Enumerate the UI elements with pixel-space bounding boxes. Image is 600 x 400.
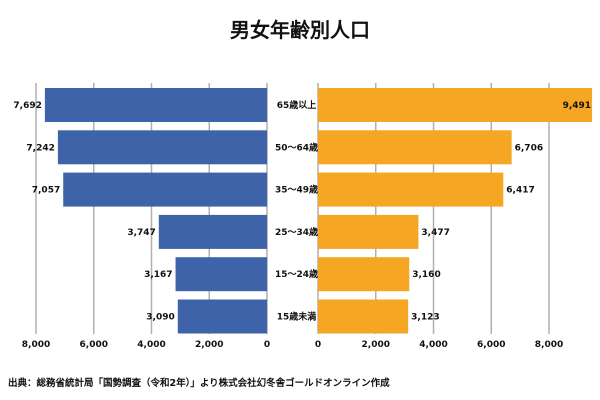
category-label: 50〜64歳 [275,141,318,153]
left-bar [177,299,267,334]
left-data-label: 3,747 [127,228,155,238]
right-data-label: 6,417 [506,186,534,196]
left-tick-label: 4,000 [137,340,165,350]
gridlines [35,83,550,334]
right-tick-label: 0 [315,340,321,350]
left-bar [63,172,267,207]
right-bar [318,172,504,207]
chart-title: 男女年齢別人口 [230,18,370,42]
source-note: 出典：総務省統計局「国勢調査（令和2年）」より株式会社幻冬舎ゴールドオンライン作… [8,377,390,389]
right-data-label: 6,706 [515,143,543,153]
right-bar [318,130,512,165]
right-data-label: 3,160 [412,270,440,280]
category-label: 15歳未満 [277,311,317,323]
left-bar [158,214,267,249]
right-bar [318,214,419,249]
left-tick-label: 2,000 [195,340,223,350]
left-data-label: 7,692 [13,101,41,111]
left-bar [175,257,267,292]
left-tick-label: 6,000 [80,340,108,350]
left-tick-label: 0 [264,340,270,350]
left-tick-label: 8,000 [22,340,50,350]
right-tick-label: 8,000 [535,340,563,350]
left-data-label: 3,167 [144,270,172,280]
left-data-label: 3,090 [146,313,174,323]
right-data-label: 3,123 [411,313,439,323]
category-label: 35〜49歳 [275,184,318,196]
axis-ticks: 8,000 6,000 4,000 2,000 0 0 2,000 4,000 6,000 8,0… [22,340,563,350]
category-label: 25〜34歳 [275,226,318,238]
left-data-label: 7,057 [32,186,60,196]
right-tick-label: 6,000 [477,340,505,350]
right-data-label: 3,477 [421,228,449,238]
left-bar [57,130,267,165]
right-data-label: 9,491 [563,101,591,111]
left-bar [44,88,268,122]
right-bar [318,257,410,292]
right-bar [318,299,409,334]
left-data-label: 7,242 [26,143,54,153]
category-label: 65歳以上 [277,99,317,111]
category-label: 15〜24歳 [275,268,318,280]
bars: 7,692 9,491 65歳以上 7,242 6,706 50〜64歳 7,057 6,41… [13,88,593,334]
right-tick-label: 4,000 [419,340,447,350]
right-tick-label: 2,000 [362,340,390,350]
right-bar [318,88,593,122]
